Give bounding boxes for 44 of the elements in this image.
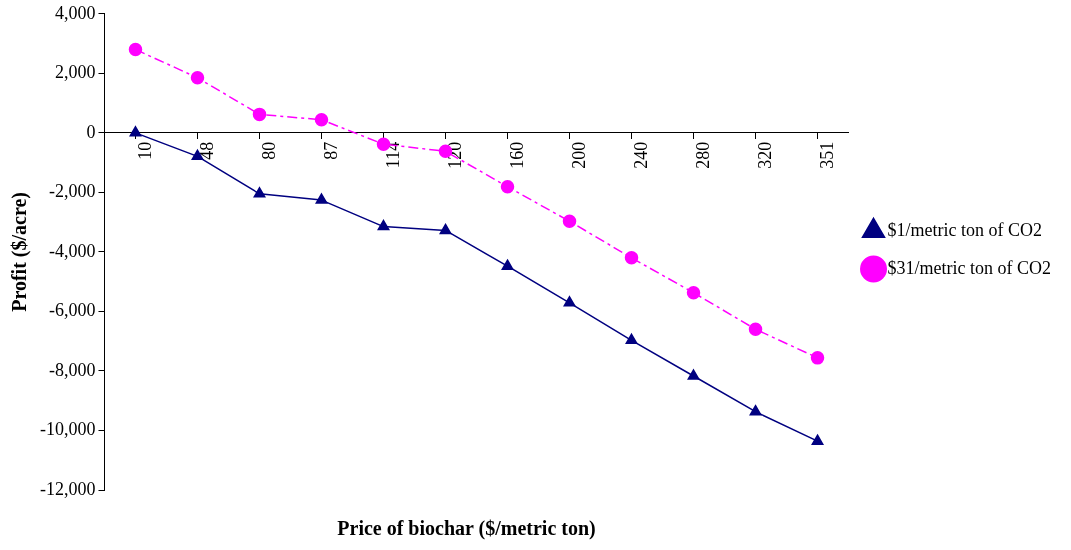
x-tick-label: 200 [569, 141, 590, 169]
point [501, 259, 514, 270]
point [253, 187, 266, 198]
point [500, 179, 515, 194]
point [811, 434, 824, 445]
point [128, 42, 143, 57]
x-tick-label: 160 [507, 141, 528, 169]
x-tick-label: 87 [321, 141, 342, 160]
y-tick-label: -12,000 [39, 478, 96, 499]
x-tick-label: 80 [259, 141, 280, 160]
legend-label: $1/metric ton of CO2 [887, 219, 1043, 240]
y-tick-label: -2,000 [48, 181, 96, 202]
point [625, 333, 638, 345]
point [810, 351, 825, 365]
point [749, 404, 762, 416]
y-tick-label: -8,000 [48, 359, 96, 380]
x-tick-label: 320 [755, 141, 776, 169]
y-tick-label: -6,000 [48, 300, 96, 321]
x-tick-label: 48 [197, 141, 218, 160]
y-tick-label: -10,000 [39, 419, 96, 440]
point [687, 369, 700, 380]
y-tick-label: 2,000 [54, 62, 96, 83]
point [748, 322, 763, 337]
point [190, 71, 205, 85]
point [377, 219, 390, 231]
x-tick-label: 240 [631, 141, 652, 169]
point [315, 193, 328, 204]
x-tick-label: 10 [135, 141, 156, 160]
y-axis-title: Profit ($/acre) [8, 192, 32, 312]
x-tick-label: 280 [693, 141, 714, 169]
legend-label: $31/metric ton of CO2 [887, 257, 1052, 278]
point [129, 126, 142, 137]
point [562, 214, 577, 228]
x-axis-title: Price of biochar ($/metric ton) [337, 517, 596, 541]
point [563, 296, 576, 307]
point [624, 251, 639, 265]
y-tick-label: -4,000 [48, 240, 96, 261]
point [314, 113, 329, 127]
y-tick-label: 4,000 [54, 2, 96, 23]
x-tick-label: 351 [817, 141, 838, 169]
point [252, 107, 267, 122]
point [439, 223, 452, 235]
point [686, 285, 701, 300]
y-tick-label: 0 [86, 121, 96, 142]
